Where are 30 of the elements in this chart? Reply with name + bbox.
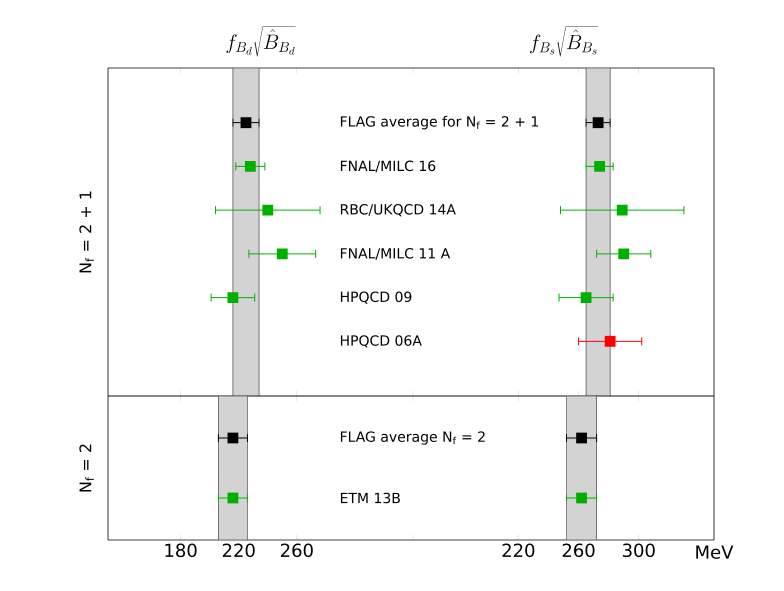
point bbox=[276, 248, 288, 260]
point bbox=[228, 292, 238, 303]
x-axis-title: MeV bbox=[696, 546, 734, 559]
x-tick-label: 260 bbox=[562, 544, 595, 558]
chart-title: $f_{B_s}\sqrt{\hat{B}_{B_s}}$ bbox=[530, 26, 598, 56]
point bbox=[618, 248, 630, 260]
x-tick-label: 180 bbox=[165, 544, 197, 558]
y-tick-label: HPQCD 09 bbox=[340, 291, 412, 304]
point bbox=[262, 204, 274, 216]
chart-title: $f_{B_d}\sqrt{\hat{B}_{B_d}}$ bbox=[226, 26, 296, 56]
point bbox=[240, 117, 252, 128]
y-tick-label: RBC/UKQCD 14A bbox=[340, 204, 456, 216]
y-tick-label: ETM 13B bbox=[340, 492, 400, 504]
point bbox=[616, 204, 628, 216]
point bbox=[594, 160, 606, 172]
y-axis-title: N$_{f}$ = 2 bbox=[79, 444, 94, 492]
y-tick-label: FLAG average for N$_{f}$ = 2 + 1 bbox=[340, 116, 538, 130]
x-tick-label: 220 bbox=[502, 544, 534, 558]
point bbox=[580, 292, 592, 303]
point bbox=[244, 160, 256, 172]
y-tick-label: FLAG average N$_{f}$ = 2 bbox=[340, 431, 485, 445]
point bbox=[604, 336, 616, 347]
y-axis-title: N$_{f}$ = 2 + 1 bbox=[79, 192, 94, 272]
point bbox=[592, 117, 604, 128]
x-tick-label: 300 bbox=[622, 544, 655, 558]
x-tick-label: 260 bbox=[280, 544, 313, 558]
x-tick-label: 220 bbox=[222, 544, 255, 558]
y-tick-label: FNAL/MILC 11 A bbox=[340, 248, 450, 260]
y-tick-label: FNAL/MILC 16 bbox=[340, 160, 436, 172]
y-tick-label: HPQCD 06A bbox=[340, 335, 422, 348]
